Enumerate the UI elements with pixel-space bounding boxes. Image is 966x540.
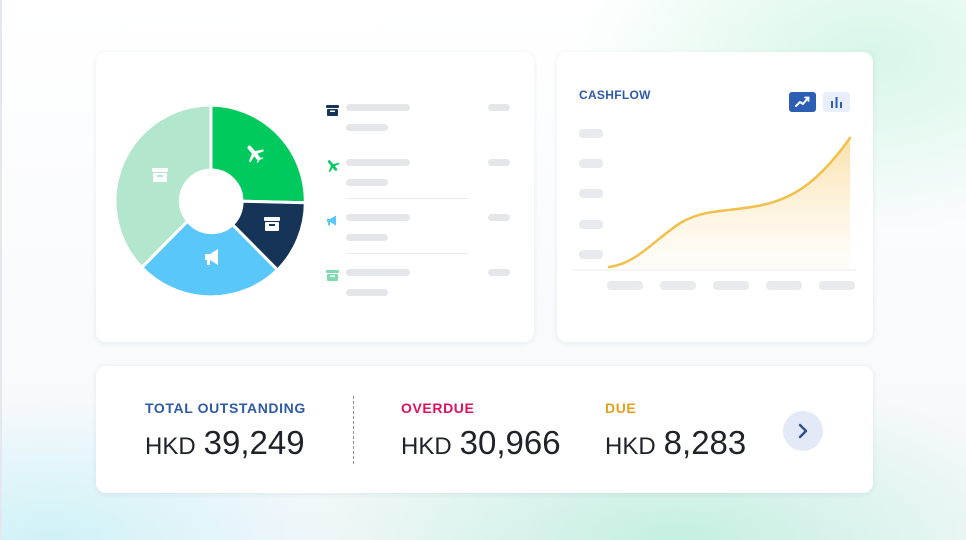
cashflow-curve (607, 136, 852, 269)
currency-code: HKD (401, 433, 452, 460)
currency-code: HKD (145, 433, 196, 460)
megaphone-icon (205, 249, 218, 265)
amount-value: 30,966 (459, 424, 561, 461)
total-outstanding-amount: HKD 39,249 (145, 424, 306, 462)
legend-label-placeholder (346, 269, 410, 276)
legend-sublabel-placeholder (346, 124, 388, 131)
megaphone-icon (327, 215, 336, 226)
legend-item[interactable] (322, 206, 522, 261)
legend-item[interactable] (322, 261, 522, 316)
chevron-right-icon (798, 423, 808, 439)
overdue-amount: HKD 30,966 (401, 424, 561, 462)
cashflow-area (609, 138, 850, 270)
totals-divider (353, 396, 354, 464)
overdue-label: OVERDUE (401, 400, 475, 416)
totals-card: TOTAL OUTSTANDING HKD 39,249 OVERDUE HKD 3… (96, 366, 873, 493)
x-axis-label-placeholder (607, 281, 643, 290)
donut-segment-archive-light[interactable] (113, 103, 213, 270)
x-axis-label-placeholder (660, 281, 696, 290)
archive-box-icon (326, 270, 339, 281)
due-label: DUE (605, 400, 637, 416)
due-amount: HKD 8,283 (605, 424, 746, 462)
due-block: DUE HKD 8,283 (605, 400, 746, 462)
x-axis-label-placeholder (713, 281, 749, 290)
category-legend (322, 96, 522, 316)
y-axis-label-placeholder (579, 250, 603, 259)
archive-box-icon (264, 217, 280, 231)
legend-value-placeholder (488, 269, 510, 276)
bar-chart-icon (831, 97, 842, 108)
legend-sublabel-placeholder (346, 234, 388, 241)
total-outstanding-label: TOTAL OUTSTANDING (145, 400, 306, 416)
next-button[interactable] (783, 411, 823, 451)
bar-chart-toggle-button[interactable] (823, 92, 850, 112)
category-breakdown-card (96, 52, 534, 342)
legend-label-placeholder (346, 104, 410, 111)
y-axis-label-placeholder (579, 220, 603, 229)
y-axis-label-placeholder (579, 159, 603, 168)
cashflow-line-chart (571, 129, 856, 290)
legend-sublabel-placeholder (346, 289, 388, 296)
y-axis-label-placeholder (579, 129, 603, 138)
donut-segment-travel[interactable] (209, 103, 307, 205)
legend-value-placeholder (488, 214, 510, 221)
legend-value-placeholder (488, 104, 510, 111)
cashflow-title: CASHFLOW (579, 88, 651, 102)
total-outstanding-block: TOTAL OUTSTANDING HKD 39,249 (145, 400, 306, 462)
legend-label-placeholder (346, 159, 410, 166)
amount-value: 39,249 (203, 424, 305, 461)
legend-item[interactable] (322, 96, 522, 151)
trend-line-icon (795, 96, 810, 107)
legend-divider (346, 198, 468, 199)
category-donut-chart (113, 103, 307, 299)
airplane-icon (247, 145, 265, 164)
overdue-block: OVERDUE HKD 30,966 (401, 400, 561, 462)
archive-box-icon (152, 168, 168, 182)
legend-item[interactable] (322, 151, 522, 206)
legend-sublabel-placeholder (346, 179, 388, 186)
legend-label-placeholder (346, 214, 410, 221)
line-chart-toggle-button[interactable] (789, 92, 816, 112)
amount-value: 8,283 (663, 424, 747, 461)
airplane-icon (327, 160, 339, 172)
legend-value-placeholder (488, 159, 510, 166)
x-axis-label-placeholder (766, 281, 802, 290)
legend-divider (346, 253, 468, 254)
currency-code: HKD (605, 433, 656, 460)
x-axis-label-placeholder (819, 281, 855, 290)
y-axis-label-placeholder (579, 189, 603, 198)
archive-box-icon (326, 105, 339, 116)
cashflow-card: CASHFLOW (557, 52, 873, 342)
